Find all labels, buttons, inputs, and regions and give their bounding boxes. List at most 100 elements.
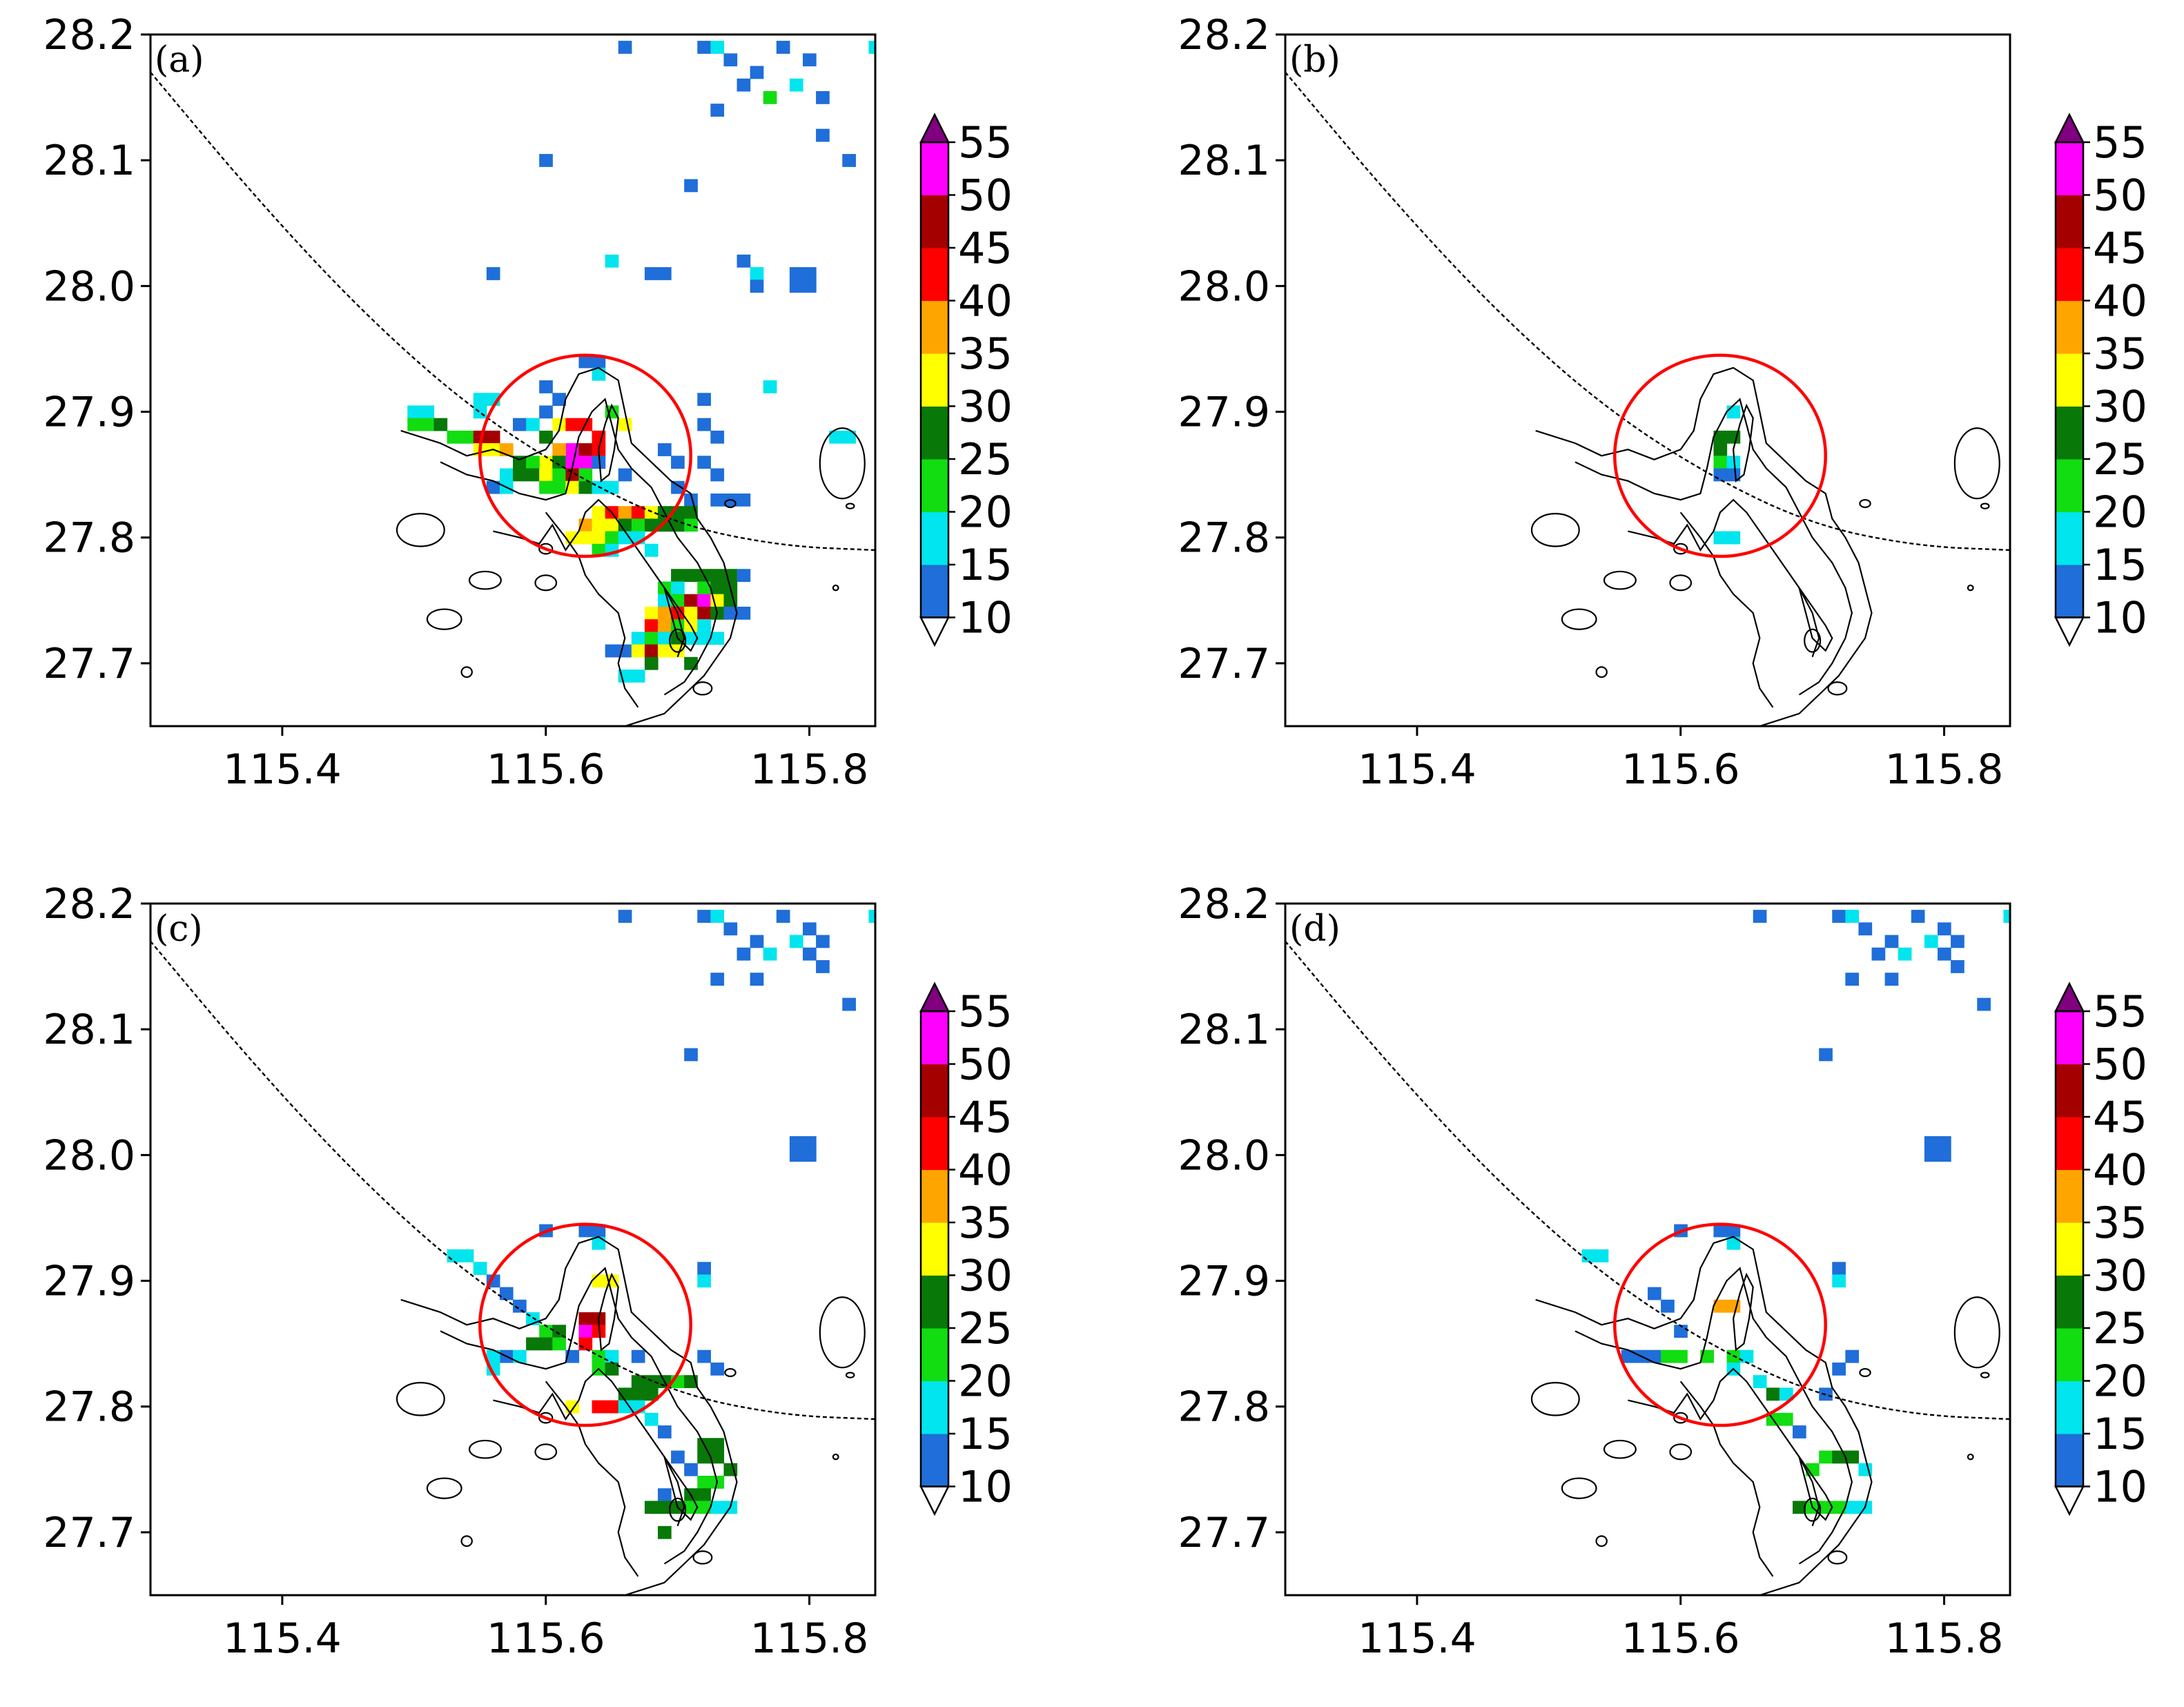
heatmap-cell — [644, 1375, 659, 1388]
terrain-contour — [396, 513, 445, 547]
heatmap-cell — [1819, 1450, 1833, 1464]
terrain-contour — [534, 1443, 558, 1461]
x-tick-label: 115.8 — [750, 1615, 869, 1663]
heatmap-cell — [1832, 1501, 1846, 1514]
heatmap-cell — [592, 367, 606, 381]
colorbar-tick-label: 50 — [958, 170, 1013, 221]
panel-a: (a) 115.4 115.6 115.8 27.7 27.8 27.9 28.0 28.1 28… — [43, 11, 1013, 794]
heatmap-cell — [710, 104, 725, 117]
colorbar-frame — [2054, 1010, 2085, 1487]
heatmap-cell — [552, 456, 566, 469]
heatmap-cell — [578, 480, 593, 494]
colorbar-segment — [2056, 300, 2083, 354]
heatmap-cell — [1648, 1287, 1661, 1300]
plot-frame — [1284, 902, 2011, 1597]
colorbar-segment — [2056, 1434, 2083, 1487]
x-tick-label: 115.6 — [487, 1615, 605, 1663]
y-tick-label: 27.9 — [43, 389, 135, 437]
colorbar-tick-label: 55 — [2093, 117, 2147, 168]
dashed-curve — [150, 71, 875, 552]
x-tick-label: 115.4 — [1358, 745, 1476, 794]
heatmap-cell — [592, 1224, 606, 1238]
colorbar-over-extension — [919, 113, 950, 144]
heatmap-cell — [763, 947, 777, 961]
terrain-contour — [1679, 511, 1774, 708]
heatmap-cell — [578, 443, 593, 456]
colorbar-segment — [921, 511, 948, 565]
heatmap-cell — [1713, 443, 1728, 456]
heatmap-cell — [618, 1387, 632, 1401]
heatmap-cell — [592, 1236, 606, 1250]
heatmap-cell — [763, 380, 777, 393]
colorbar-tick-label: 30 — [958, 382, 1013, 432]
plot-area — [1285, 71, 2010, 726]
heatmap-cell — [868, 41, 875, 54]
colorbar-segment — [2056, 565, 2083, 618]
heatmap-cell — [1845, 1450, 1860, 1464]
colorbar-segment — [921, 1275, 948, 1329]
y-tick-label: 28.2 — [43, 11, 135, 59]
terrain-contour — [400, 1236, 738, 1595]
heatmap-cell — [1674, 1349, 1688, 1363]
colorbar-tick-label: 25 — [2093, 434, 2147, 485]
colorbar-segment — [2056, 195, 2083, 248]
colorbar-segment — [2056, 1064, 2083, 1118]
heatmap-cell — [1726, 1236, 1741, 1250]
heatmap-cell — [697, 1501, 711, 1514]
heatmap-cell — [750, 66, 764, 79]
heatmap-cell — [539, 456, 553, 469]
heatmap-cell — [592, 531, 606, 545]
plot-area — [150, 41, 875, 726]
colorbar-segment — [2056, 1117, 2083, 1170]
heatmap-cell — [631, 518, 645, 532]
heatmap-cell — [1726, 456, 1741, 469]
terrain-contour — [1827, 681, 1848, 696]
colorbar-under-extension — [2054, 1485, 2085, 1516]
heatmap-cell — [631, 506, 645, 519]
heatmap-cell — [605, 1349, 619, 1363]
heatmap-cell — [631, 1387, 645, 1401]
y-tick-label: 27.9 — [1178, 1258, 1270, 1306]
x-tick-label: 115.8 — [1885, 1615, 2004, 1663]
heatmap-cell — [1700, 1349, 1715, 1363]
terrain-contour — [819, 1296, 866, 1369]
colorbar-tick-label: 15 — [958, 1409, 1013, 1459]
terrain-contour — [493, 1367, 685, 1527]
heatmap-cell — [644, 619, 659, 632]
colorbar-tick-label: 35 — [2093, 1198, 2147, 1248]
colorbar-tick-label: 45 — [958, 223, 1013, 273]
heatmap-cell — [1819, 1048, 1833, 1062]
panel-label: (a) — [155, 39, 204, 81]
colorbar-tick-label: 55 — [2093, 986, 2147, 1037]
heatmap-cell — [723, 922, 738, 936]
heatmap-cell — [684, 1463, 698, 1476]
heatmap-cell — [420, 418, 435, 431]
terrain-contour — [426, 608, 462, 630]
heatmap-cell — [486, 480, 500, 494]
heatmap-cell — [618, 670, 632, 683]
y-tick-label: 27.7 — [43, 640, 135, 688]
y-tick-label: 27.7 — [43, 1509, 135, 1557]
heatmap-cell — [552, 1325, 566, 1338]
heatmap-cell — [737, 569, 751, 583]
heatmap-cell — [1924, 1136, 1938, 1149]
heatmap-cell — [697, 1475, 711, 1489]
heatmap-cell — [486, 267, 500, 280]
heatmap-cell — [658, 443, 672, 456]
colorbar-tick-label: 25 — [2093, 1303, 2147, 1354]
heatmap-cell — [803, 922, 817, 936]
heatmap-cell — [710, 594, 725, 607]
colorbar-tick-label: 15 — [2093, 540, 2147, 590]
heatmap-cell — [644, 606, 659, 620]
terrain-contour — [534, 574, 558, 592]
heatmap-cell — [710, 1501, 725, 1514]
heatmap-cell — [592, 355, 606, 369]
x-tick-label: 115.6 — [1621, 1615, 1740, 1663]
colorbar-segment — [921, 459, 948, 512]
heatmap-cell — [605, 518, 619, 532]
heatmap-cell — [723, 606, 738, 620]
terrain-contour — [663, 1456, 699, 1521]
heatmap-cell — [618, 518, 632, 532]
heatmap-cell — [710, 581, 725, 595]
